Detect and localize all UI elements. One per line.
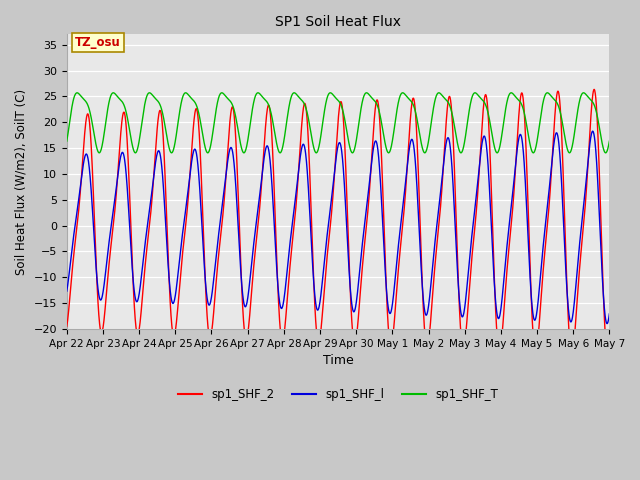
X-axis label: Time: Time: [323, 354, 353, 367]
Text: TZ_osu: TZ_osu: [75, 36, 121, 49]
Title: SP1 Soil Heat Flux: SP1 Soil Heat Flux: [275, 15, 401, 29]
Legend: sp1_SHF_2, sp1_SHF_l, sp1_SHF_T: sp1_SHF_2, sp1_SHF_l, sp1_SHF_T: [173, 383, 502, 406]
Y-axis label: Soil Heat Flux (W/m2), SoilT (C): Soil Heat Flux (W/m2), SoilT (C): [15, 89, 28, 275]
